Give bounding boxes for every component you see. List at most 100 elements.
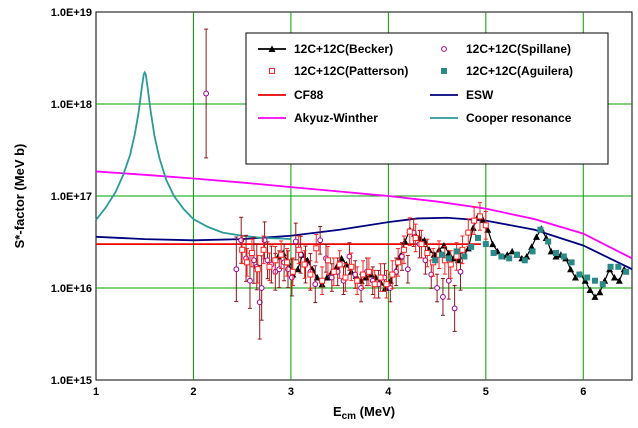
x-axis-title-subscript: cm (342, 411, 357, 422)
point-12c-12c-patterson- (301, 261, 308, 268)
point-12c-12c-patterson- (244, 259, 251, 266)
point-12c-12c-aguilera- (468, 243, 475, 250)
point-12c-12c-patterson- (395, 259, 402, 266)
point-12c-12c-patterson- (371, 281, 378, 288)
point-12c-12c-patterson- (412, 234, 419, 241)
point-12c-12c-patterson- (447, 261, 454, 268)
point-12c-12c-spillane- (285, 266, 291, 273)
x-tick-label: 3 (288, 386, 294, 398)
point-12c-12c-patterson- (278, 251, 285, 258)
point-12c-12c-patterson- (383, 281, 390, 288)
point-12c-12c-spillane- (258, 285, 265, 291)
point-12c-12c-aguilera- (490, 250, 497, 257)
point-12c-12c-patterson- (248, 250, 255, 257)
point-12c-12c-aguilera- (537, 226, 544, 233)
point-12c-12c-patterson- (272, 257, 279, 264)
point-12c-12c-patterson- (476, 213, 483, 220)
point-12c-12c-aguilera- (568, 259, 575, 266)
point-12c-12c-aguilera- (453, 248, 460, 255)
point-12c-12c-patterson- (365, 268, 372, 275)
point-12c-12c-patterson- (266, 263, 273, 270)
point-12c-12c-aguilera- (623, 268, 630, 275)
point-12c-12c-patterson- (336, 261, 343, 268)
y-tick-label: 1.0E+16 (51, 283, 92, 295)
point-12c-12c-becker- (552, 252, 560, 260)
point-12c-12c-patterson- (342, 274, 349, 281)
point-12c-12c-becker- (547, 247, 555, 255)
point-12c-12c-becker- (528, 243, 536, 250)
point-12c-12c-patterson- (319, 277, 326, 284)
point-12c-12c-becker- (489, 240, 497, 248)
point-12c-12c-aguilera- (591, 277, 598, 284)
point-12c-12c-becker- (430, 251, 438, 258)
point-12c-12c-patterson- (406, 228, 413, 235)
y-axis-title: S*-factor (MeV b) (12, 144, 27, 249)
point-12c-12c-aguilera- (482, 241, 489, 248)
y-tick-label: 1.0E+19 (51, 7, 92, 19)
x-axis-title: Ecm (MeV) (333, 404, 395, 422)
point-12c-12c-spillane- (312, 281, 319, 288)
point-12c-12c-spillane- (203, 90, 210, 97)
legend-label-esw: ESW (466, 88, 494, 102)
point-12c-12c-becker- (323, 274, 331, 281)
y-tick-label: 1.0E+15 (51, 375, 92, 387)
point-12c-12c-aguilera- (438, 251, 445, 258)
y-tick-label: 1.0E+17 (51, 191, 92, 203)
x-tick-label: 6 (580, 386, 586, 398)
point-12c-12c-patterson- (289, 268, 296, 275)
legend-label-cf88: CF88 (294, 88, 324, 102)
point-12c-12c-spillane- (247, 277, 253, 284)
legend-marker-12c-12c-spillane- (441, 46, 447, 52)
point-12c-12c-becker- (610, 274, 618, 281)
point-12c-12c-becker- (591, 293, 599, 300)
point-12c-12c-becker- (381, 284, 389, 291)
x-axis-title-unit: (MeV) (356, 404, 395, 419)
point-12c-12c-aguilera- (576, 271, 583, 278)
legend-label-akyuz-winther: Akyuz-Winther (294, 111, 378, 125)
point-12c-12c-spillane- (404, 266, 411, 273)
point-12c-12c-spillane- (457, 268, 464, 275)
point-12c-12c-patterson- (307, 271, 314, 278)
point-12c-12c-patterson- (453, 253, 460, 260)
x-tick-label: 1 (93, 386, 99, 398)
point-12c-12c-patterson- (239, 246, 246, 253)
point-12c-12c-patterson- (465, 229, 472, 236)
point-12c-12c-patterson- (313, 245, 320, 252)
point-12c-12c-aguilera- (599, 281, 606, 288)
point-12c-12c-patterson- (471, 217, 478, 224)
point-12c-12c-patterson- (348, 263, 355, 270)
x-tick-label: 4 (385, 386, 392, 398)
point-12c-12c-spillane- (451, 305, 458, 312)
point-12c-12c-patterson- (295, 246, 302, 253)
point-12c-12c-becker- (342, 261, 350, 268)
point-12c-12c-aguilera- (498, 253, 505, 260)
point-12c-12c-aguilera- (552, 250, 559, 257)
legend-label-12c-12c-becker-: 12C+12C(Becker) (294, 42, 393, 56)
point-12c-12c-spillane- (276, 266, 283, 273)
legend-label-12c-12c-spillane-: 12C+12C(Spillane) (466, 42, 571, 56)
y-tick-label: 1.0E+18 (51, 99, 92, 111)
point-12c-12c-becker- (567, 265, 575, 273)
point-12c-12c-spillane- (288, 274, 295, 281)
y-tick-labels: 1.0E+15 1.0E+16 1.0E+17 1.0E+18 1.0E+19 (51, 7, 92, 387)
point-12c-12c-aguilera- (615, 263, 622, 270)
point-12c-12c-patterson- (260, 246, 267, 253)
point-12c-12c-aguilera- (521, 257, 528, 264)
point-12c-12c-aguilera- (445, 255, 452, 262)
point-12c-12c-aguilera- (607, 263, 614, 270)
point-12c-12c-becker- (469, 224, 477, 231)
point-12c-12c-patterson- (354, 277, 361, 284)
point-12c-12c-patterson- (389, 271, 396, 278)
point-12c-12c-becker- (596, 288, 604, 296)
point-12c-12c-spillane- (445, 277, 452, 284)
point-12c-12c-aguilera- (461, 253, 468, 260)
point-12c-12c-aguilera- (432, 257, 439, 264)
point-12c-12c-becker- (615, 277, 623, 284)
x-tick-label: 5 (483, 386, 489, 398)
point-12c-12c-becker- (294, 265, 302, 273)
point-12c-12c-becker- (508, 247, 516, 255)
legend-label-12c-12c-patterson-: 12C+12C(Patterson) (294, 64, 408, 78)
point-12c-12c-patterson- (254, 266, 261, 273)
x-tick-label: 2 (190, 386, 196, 398)
